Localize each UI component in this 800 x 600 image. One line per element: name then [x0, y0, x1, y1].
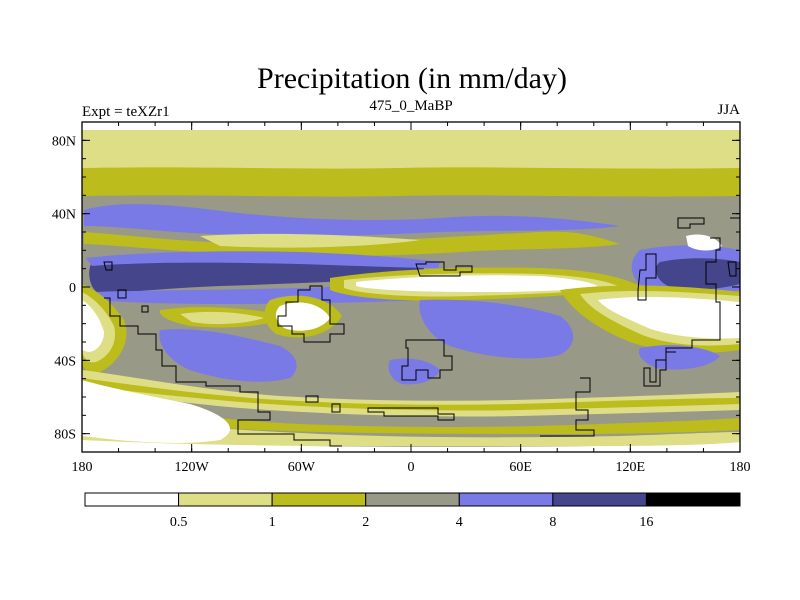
colorbar-swatch: [645, 492, 741, 507]
chart-title: Precipitation (in mm/day): [257, 62, 567, 95]
axis-ticks: [81, 121, 741, 453]
outline-small-1: [305, 395, 341, 413]
band-north-olive: [82, 167, 740, 197]
y-tick-label: 40S: [54, 354, 76, 369]
colorbar-swatch: [178, 492, 273, 507]
outline-south-america: [277, 285, 345, 343]
outline-east-3: [727, 217, 740, 277]
y-tick-label: 40N: [52, 208, 76, 223]
colorbar-level-label: 8: [549, 515, 556, 530]
x-tick-label: 180: [730, 460, 751, 475]
y-tick-label: 80S: [54, 428, 76, 443]
south-blue-1: [159, 329, 297, 382]
x-tick-label: 60E: [509, 460, 532, 475]
east-dry-white: [598, 296, 740, 339]
y-tick-label: 0: [69, 281, 76, 296]
south-pole-white: [82, 440, 740, 452]
south-yellow-patch: [180, 311, 264, 325]
precipitation-field: [82, 122, 740, 452]
colorbar-swatch: [271, 492, 367, 507]
continent-outlines: [103, 217, 740, 447]
south-blue-4: [638, 345, 720, 370]
north-yellow-band: [200, 233, 420, 248]
period-label: 475_0_MaBP: [369, 98, 452, 114]
colorbar-labels: 0.5 1 2 4 8 16: [170, 515, 654, 530]
itcz-intense: [89, 257, 424, 294]
colorbar-level-label: 0.5: [170, 515, 188, 530]
outline-south-strip: [367, 407, 455, 421]
colorbar-swatch: [552, 492, 647, 507]
x-tick-label: 120W: [175, 460, 210, 475]
x-tick-label: 180: [72, 460, 93, 475]
band-north-light: [82, 130, 740, 171]
colorbar-swatch: [365, 492, 460, 507]
outline-west: [103, 261, 342, 447]
x-tick-label: 0: [408, 460, 415, 475]
colorbar-level-label: 4: [456, 515, 463, 530]
southwest-white: [82, 380, 230, 443]
south-blue-2: [419, 299, 574, 359]
west-dry-white: [82, 300, 104, 352]
colorbar-level-label: 2: [362, 515, 369, 530]
colorbar-swatch: [84, 492, 180, 507]
east-tropical-intense: [655, 258, 740, 290]
south-blue-3: [388, 358, 440, 385]
sa-dry-white: [275, 302, 330, 331]
south-yellow-band-2: [82, 412, 740, 446]
colorbar-level-label: 1: [269, 515, 276, 530]
x-tick-label: 60W: [288, 460, 316, 475]
colorbar-level-label: 16: [639, 515, 653, 530]
outline-africa: [401, 261, 473, 381]
x-tick-label: 120E: [616, 460, 646, 475]
experiment-label: Expt = teXZr1: [82, 104, 170, 120]
outline-east-1: [540, 377, 595, 437]
y-tick-label: 80N: [52, 134, 76, 149]
itcz-blue-rim: [86, 251, 440, 268]
axis-tick-labels: 180 120W 60W 0 60E 120E 180 80N 40N 0 40S 80S: [52, 134, 751, 475]
season-label: JJA: [717, 102, 740, 118]
outline-east-2: [637, 217, 721, 387]
equatorial-dry-zone: [356, 275, 598, 292]
storm-track-north: [84, 204, 620, 237]
colorbar-swatch: [458, 492, 554, 507]
colorbar: [84, 492, 741, 507]
